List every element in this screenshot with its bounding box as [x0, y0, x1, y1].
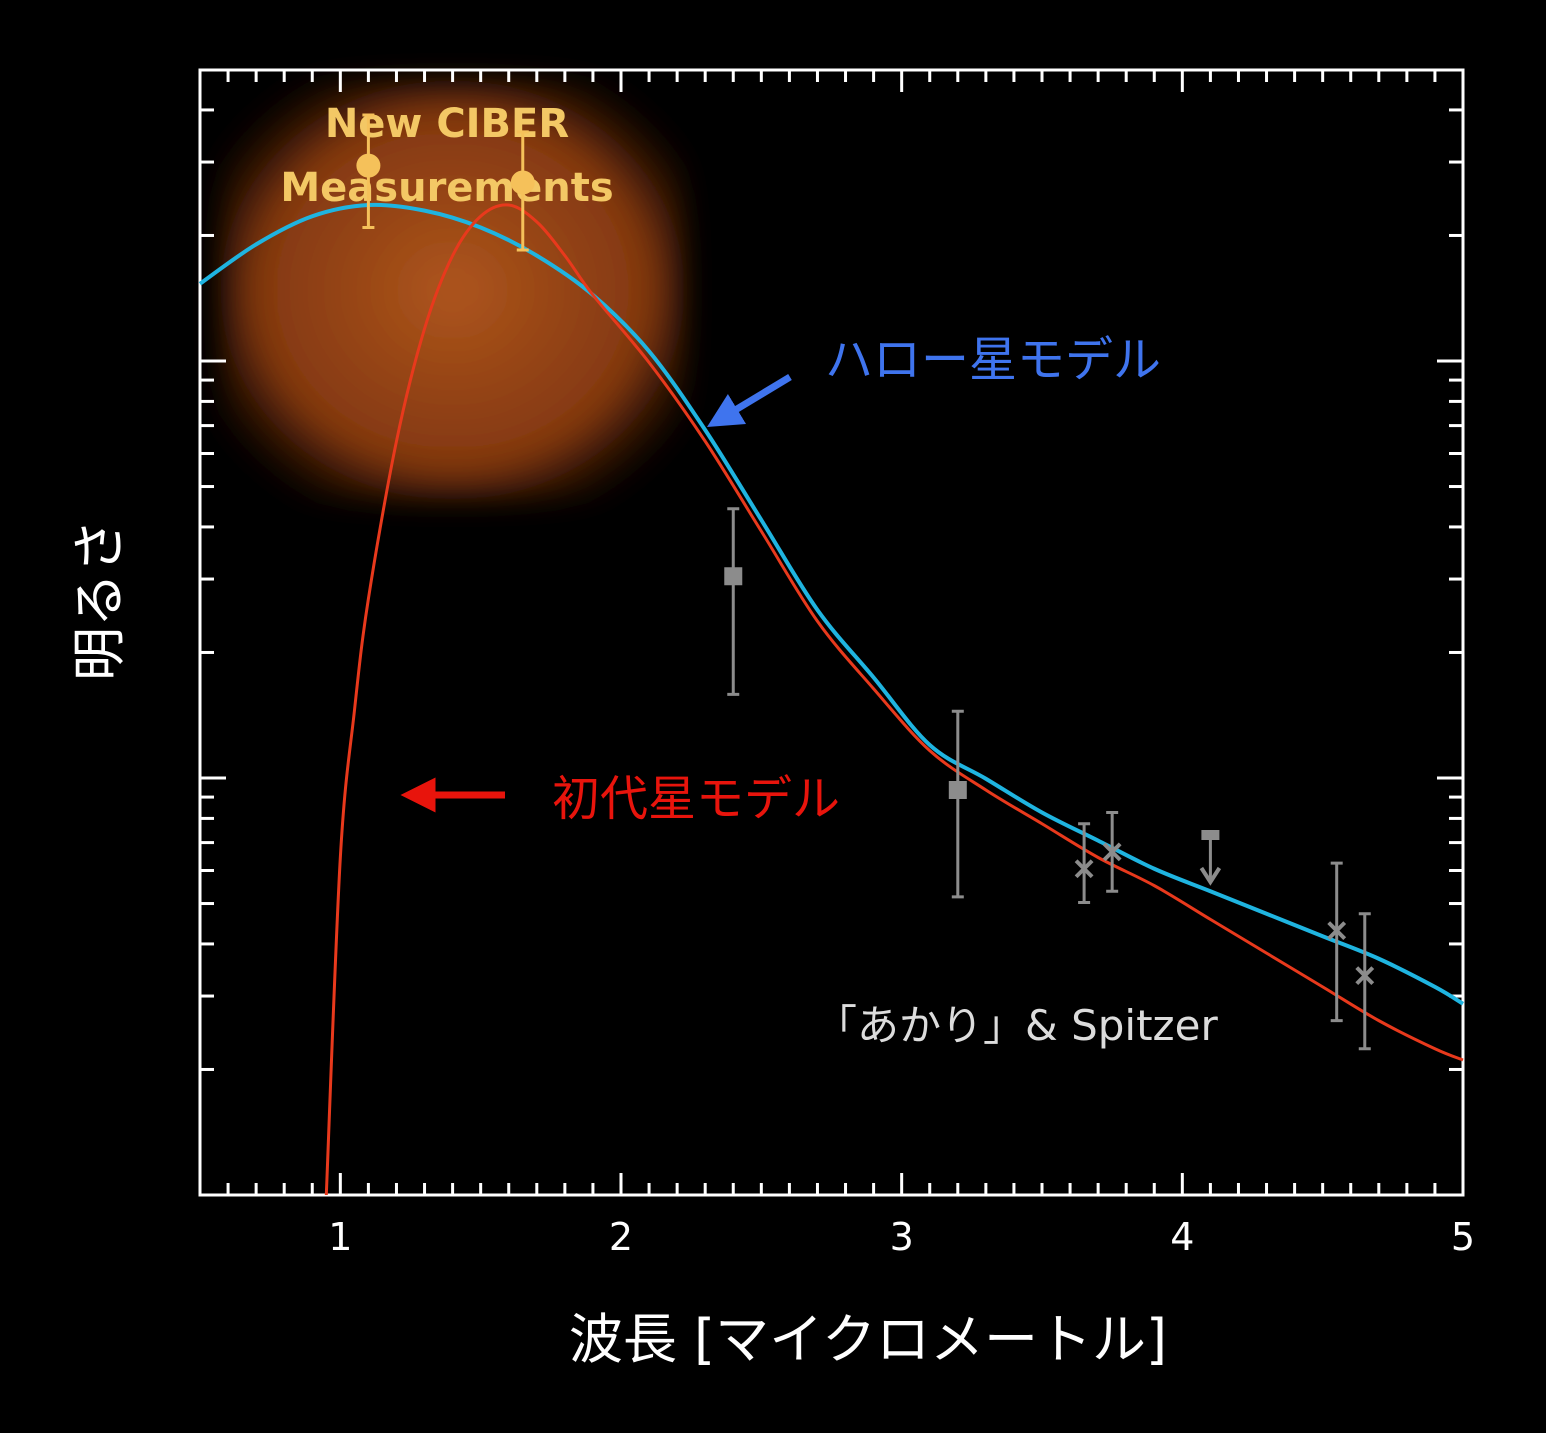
spitzer-x-point [1102, 842, 1122, 862]
ciber-point [356, 153, 381, 178]
akari-square-point [948, 781, 967, 799]
first-star-model-curve [324, 203, 1464, 1196]
upper-limit-arrow [1199, 866, 1222, 886]
model-curves [198, 202, 1465, 1196]
x-tick-labels: 1 2 3 4 5 [328, 1215, 1475, 1259]
ciber-label-line1: New CIBER [325, 101, 569, 147]
x-tick-label: 2 [609, 1215, 633, 1259]
spitzer-x-point [1074, 859, 1094, 879]
upper-limit-bar [1201, 830, 1220, 840]
halo-arrow [707, 374, 792, 428]
plot-frame [198, 68, 1465, 1197]
akari-spitzer-label: 「あかり」& Spitzer [815, 1001, 1218, 1050]
ciber-region [220, 80, 685, 500]
x-tick-label: 1 [328, 1215, 352, 1259]
ciber-point [510, 170, 535, 195]
halo-model-curve [198, 202, 1465, 1006]
axis-ticks [200, 70, 1465, 1195]
x-tick-label: 5 [1451, 1215, 1475, 1259]
x-tick-label: 3 [890, 1215, 914, 1259]
spitzer-x-point [1355, 966, 1375, 986]
first-star-model-label: 初代星モデル [552, 771, 840, 827]
ciber-label-line2: Measurements [280, 165, 613, 211]
spitzer-x-point [1327, 921, 1347, 941]
akari-square-point [724, 567, 743, 586]
x-tick-label: 4 [1170, 1215, 1194, 1259]
halo-model-label: ハロー星モデル [825, 332, 1161, 388]
x-axis-label: 波長 [マイクロメートル] [569, 1308, 1167, 1371]
data-points [356, 113, 1375, 1051]
y-axis-label: 明るさ [68, 519, 131, 681]
